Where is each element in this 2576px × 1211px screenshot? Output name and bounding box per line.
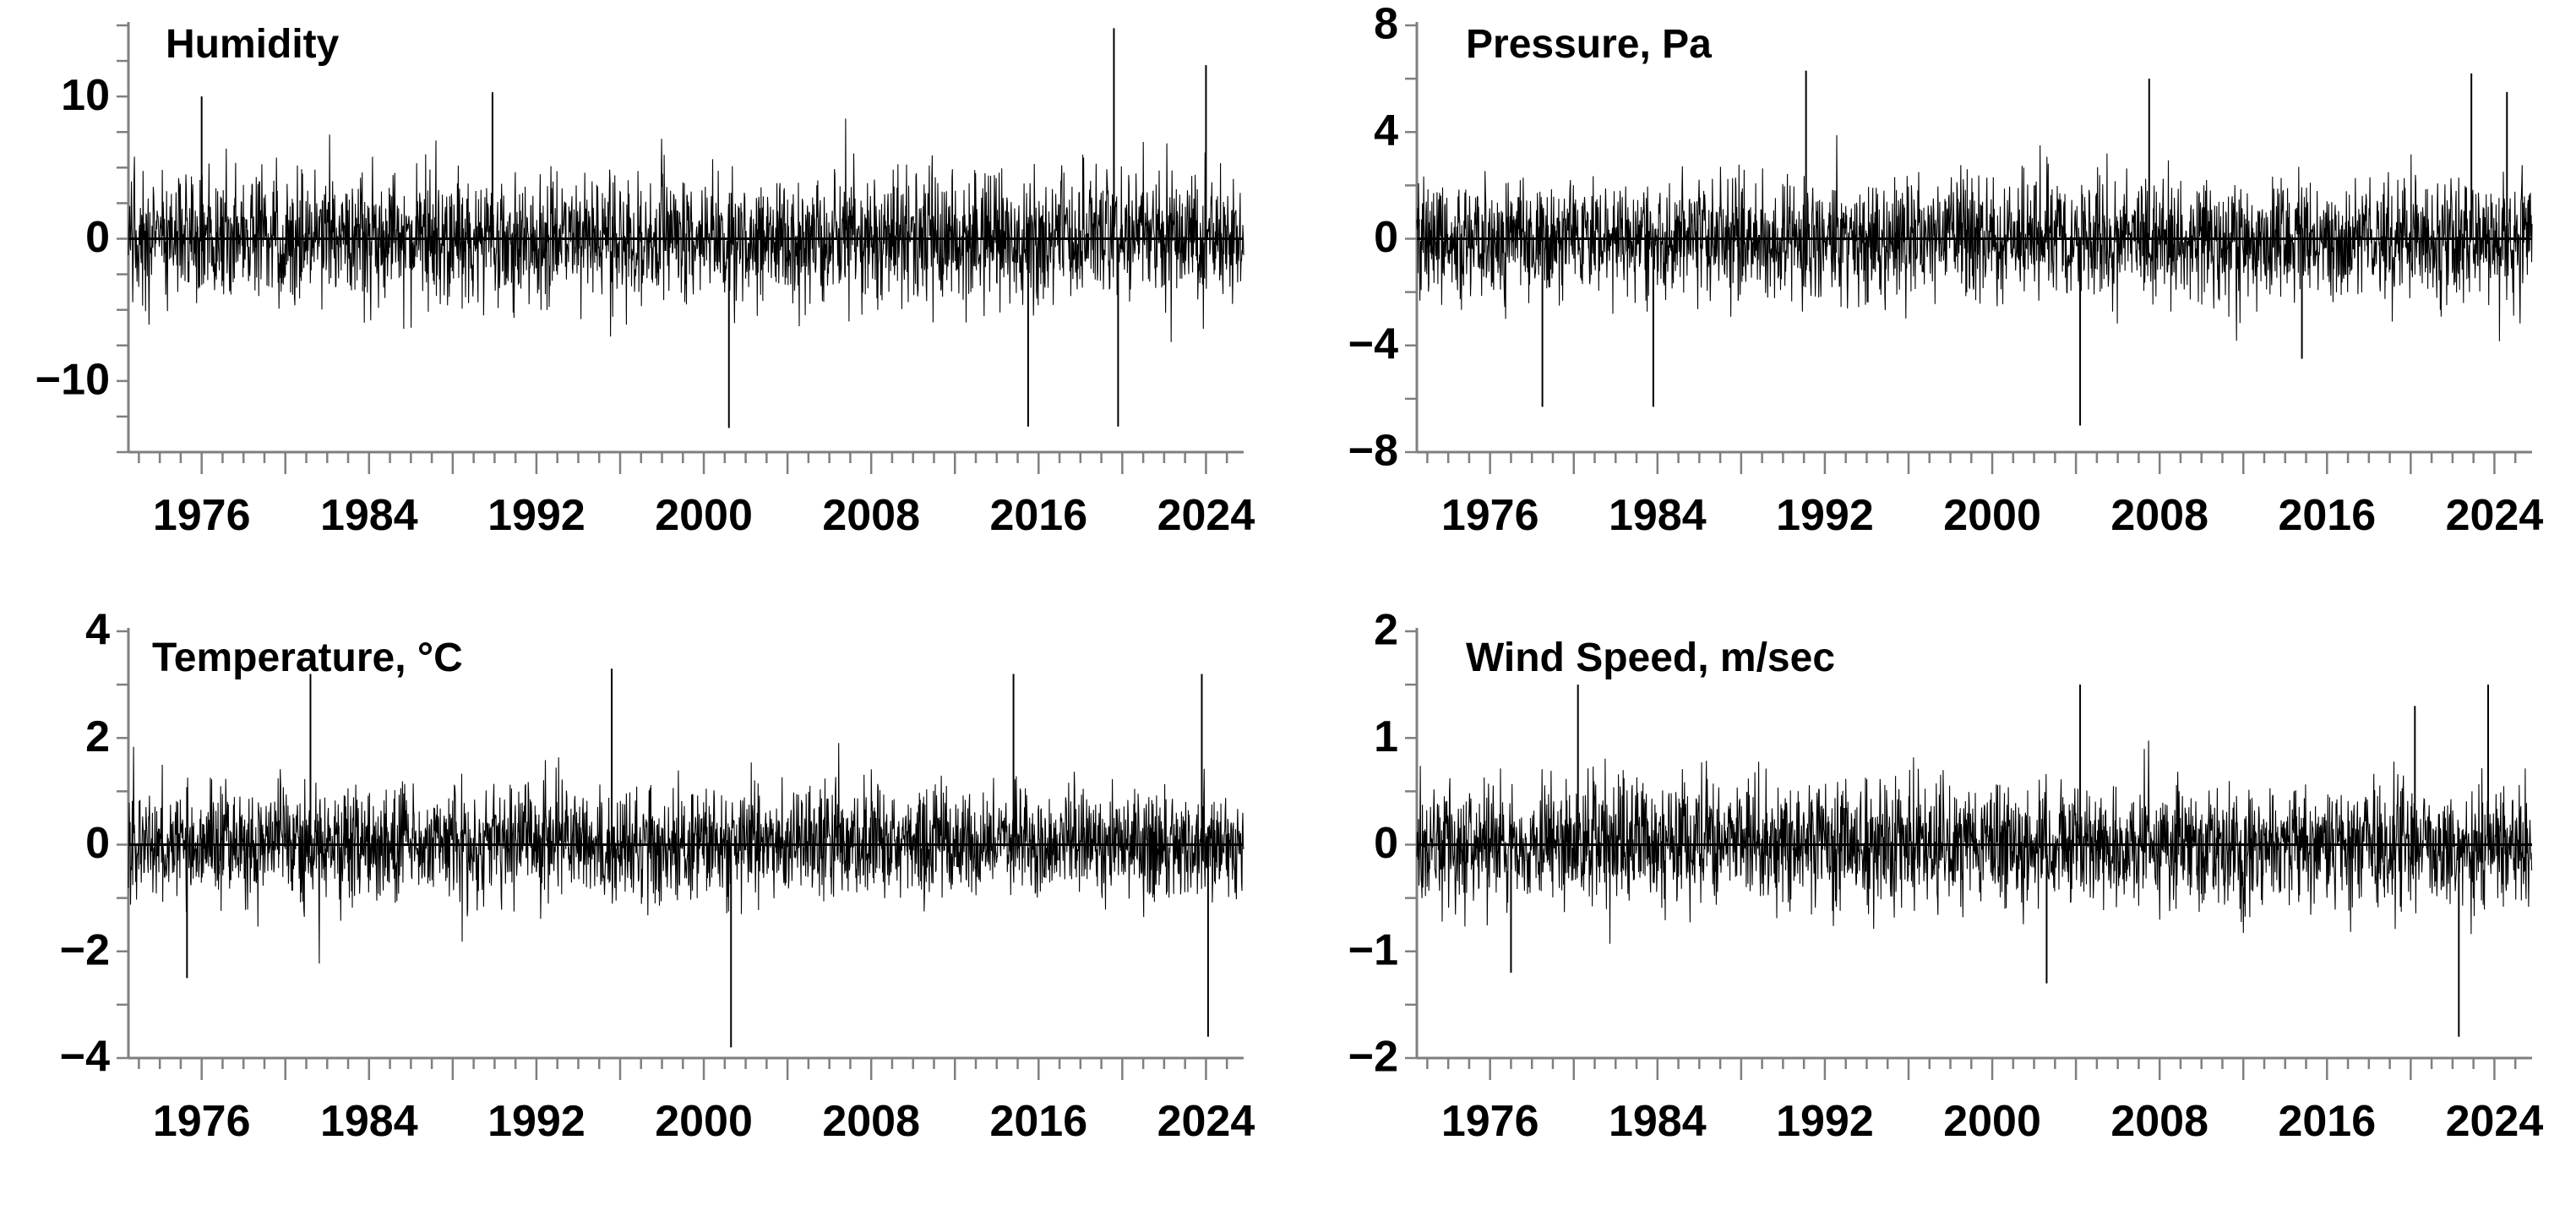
x-tick-label: 1976	[1441, 1097, 1539, 1146]
pressure-panel: 8 4 0 −4 −8 1976 1984 1992 2000 2008 2016 2024 Press…	[1288, 0, 2576, 605]
pressure-series-line	[1416, 134, 2533, 341]
x-tick-label: 1976	[153, 491, 251, 540]
y-tick-label: 4	[1374, 106, 1398, 155]
temperature-series-line	[128, 743, 1244, 964]
x-tick-label: 1984	[1609, 491, 1707, 540]
humidity-panel: 10 0 −10 1976 1984 1992 2000 2008 2016 2024 Humidi…	[0, 0, 1288, 605]
temperature-panel: 4 2 0 −2 −4 1976 1984 1992 2000 2008 2016 2024 Tempe…	[0, 606, 1288, 1211]
y-tick-label: 0	[1374, 213, 1398, 262]
x-tick-label: 2024	[1157, 1097, 1255, 1146]
wind-speed-panel: 2 1 0 −1 −2 1976 1984 1992 2000 2008 2016 2024 Wind …	[1288, 606, 2576, 1211]
x-tick-label: 1992	[1776, 491, 1874, 540]
x-tick-label: 1992	[487, 1097, 585, 1146]
x-tick-label: 2016	[2278, 1097, 2376, 1146]
x-tick-label: 2016	[2278, 491, 2376, 540]
wind-speed-chart-svg: 2 1 0 −1 −2 1976 1984 1992 2000 2008 2016 2024 Wind …	[1348, 606, 2544, 1146]
x-tick-label: 2008	[822, 491, 920, 540]
y-tick-label: −4	[1348, 319, 1398, 368]
panel-title: Humidity	[166, 22, 340, 67]
y-tick-label: −1	[1348, 925, 1398, 974]
panel-title: Temperature, °C	[152, 636, 463, 680]
y-tick-label: 1	[1374, 712, 1398, 761]
x-tick-label: 2000	[655, 1097, 753, 1146]
x-tick-label: 2008	[822, 1097, 920, 1146]
y-tick-label: 0	[1374, 819, 1398, 868]
x-tick-label: 1976	[1441, 491, 1539, 540]
pressure-chart-svg: 8 4 0 −4 −8 1976 1984 1992 2000 2008 2016 2024 Press…	[1348, 0, 2544, 540]
temperature-chart-svg: 4 2 0 −2 −4 1976 1984 1992 2000 2008 2016 2024 Tempe…	[60, 606, 1255, 1146]
x-tick-label: 1984	[320, 1097, 418, 1146]
y-tick-label: −10	[35, 356, 110, 405]
x-tick-label: 2008	[2110, 491, 2208, 540]
x-tick-label: 2000	[1943, 1097, 2041, 1146]
y-tick-label: 8	[1374, 0, 1398, 49]
y-tick-label: −8	[1348, 427, 1398, 476]
x-tick-label: 2000	[1943, 491, 2041, 540]
x-tick-label: 2016	[989, 1097, 1087, 1146]
y-tick-label: 2	[85, 712, 110, 761]
y-tick-label: 10	[61, 71, 110, 120]
x-tick-label: 2008	[2110, 1097, 2208, 1146]
x-tick-label: 2016	[989, 491, 1087, 540]
humidity-series-line	[128, 118, 1244, 342]
x-tick-label: 2024	[1157, 491, 1255, 540]
x-tick-label: 1992	[487, 491, 585, 540]
wind-speed-series-line	[1416, 740, 2533, 944]
x-tick-label: 2024	[2446, 1097, 2544, 1146]
y-tick-label: −2	[60, 925, 110, 974]
y-tick-label: 4	[85, 606, 110, 655]
x-tick-label: 2000	[655, 491, 753, 540]
y-tick-label: −4	[60, 1033, 110, 1082]
x-tick-label: 1984	[1609, 1097, 1707, 1146]
x-tick-label: 1992	[1776, 1097, 1874, 1146]
y-tick-label: −2	[1348, 1033, 1398, 1082]
humidity-chart-svg: 10 0 −10 1976 1984 1992 2000 2008 2016 2024 Humidi…	[35, 22, 1255, 540]
x-tick-label: 2024	[2446, 491, 2544, 540]
x-tick-label: 1984	[320, 491, 418, 540]
y-tick-label: 2	[1374, 606, 1398, 655]
y-tick-label: 0	[85, 213, 110, 262]
panel-title: Pressure, Pa	[1466, 22, 1712, 67]
x-tick-label: 1976	[153, 1097, 251, 1146]
panel-title: Wind Speed, m/sec	[1466, 636, 1835, 680]
y-tick-label: 0	[85, 819, 110, 868]
